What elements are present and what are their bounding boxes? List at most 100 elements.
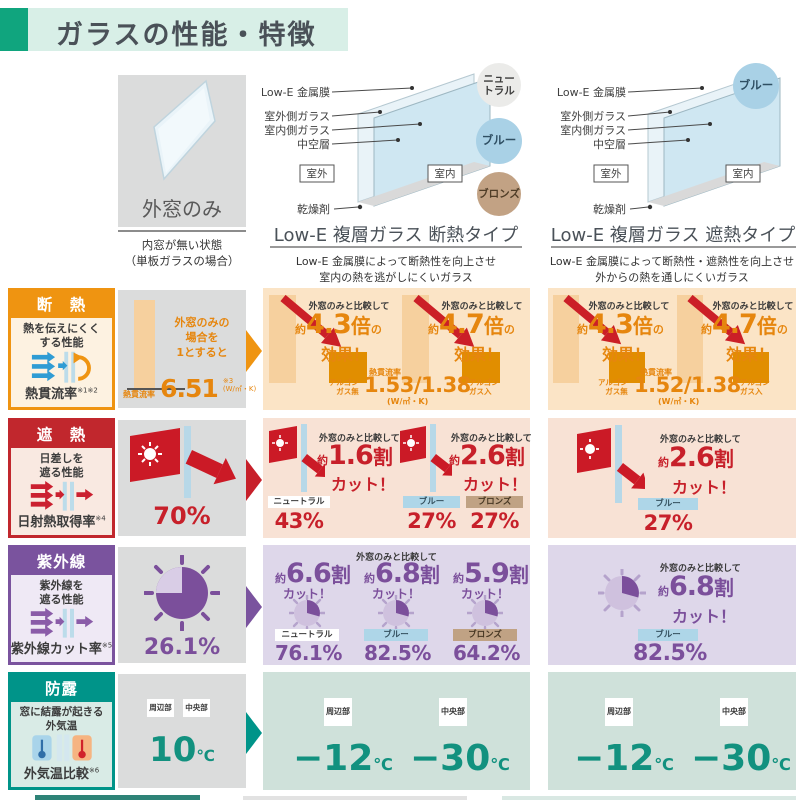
uv-sun-pie-icon [598, 569, 646, 617]
insulation-desc: 熱を伝えにくく する性能 [23, 322, 100, 351]
times: 倍 [756, 314, 777, 338]
times: 倍 [350, 314, 371, 338]
uv-header-box: 紫外線 紫外線を 遮る性能 紫外線カット率※5 [8, 545, 115, 665]
base-temp: 10 [149, 730, 197, 770]
shading-metric-ref: ※4 [95, 514, 106, 523]
shading-desc: 日差しを 遮る性能 [40, 452, 84, 481]
factor-2-value: 4.7 [712, 309, 758, 340]
small-bar [329, 352, 367, 383]
uvalue-label: 熱貫流率 [640, 368, 672, 377]
approx: 約 [295, 323, 306, 336]
legend-bronze-label: ブロンズ [478, 187, 520, 200]
outer-only-divider [118, 230, 246, 232]
legend-blue-label: ブルー [481, 133, 517, 148]
effect-word: 効果！ [454, 345, 503, 364]
uv-desc-1: 紫外線を [39, 579, 84, 592]
uv-sun-pie-small [289, 595, 325, 631]
base-value: 6.51 [160, 374, 219, 403]
label-lowe-film: Low-E 金属膜 [262, 85, 330, 99]
insulation-type-title: Low-E 複層ガラス 断熱タイプ [273, 225, 519, 246]
argon-with-2: ガス入 [469, 387, 492, 396]
factor-1-value: 4.3 [588, 309, 634, 340]
cut-neutral: 約1.6割 [317, 442, 393, 469]
condensation-desc: 窓に結露が起きる 外気温 [20, 706, 104, 733]
factor-1: 約4.3倍の [295, 311, 382, 338]
legend-circle-neutral: ニュー トラル [477, 63, 521, 107]
uv-cut-1-value: 6.6 [286, 558, 332, 589]
edge-badge: 周辺部 [324, 698, 352, 726]
badge-blue: ブルー [638, 498, 698, 510]
badge-blue: ブルー [403, 496, 460, 508]
legend-neutral-line2: トラル [483, 85, 515, 97]
shading-desc-1: 日差しを [39, 452, 84, 465]
uv-desc-2: 遮る性能 [39, 593, 84, 607]
shading-metric-label: 日射熱取得率 [17, 515, 96, 530]
uv-pct-1: 76.1% [275, 641, 342, 665]
insulation-desc-1: 熱を伝えにくく [23, 322, 100, 335]
compare-note: 外窓のみと比較して [660, 435, 741, 445]
label-inner-glass: 室内側ガラス [560, 123, 626, 137]
sun-heat-arrow-graphic [130, 426, 236, 498]
label-outdoor: 室外 [601, 167, 622, 180]
insulation-type-divider [270, 246, 522, 248]
lowe-glass-diagram-shield: Low-E 金属膜 室外側ガラス 室内側ガラス 中空層 室外 室内 乾燥剤 [557, 73, 781, 216]
insulation-metric: 熱貫流率※1※2 [25, 383, 98, 402]
condensation-desc-1: 窓に結露が起きる [19, 706, 104, 718]
uv-arrows-icon [30, 607, 93, 638]
approx: 約 [658, 456, 669, 469]
bronze-pct: 27% [470, 509, 519, 533]
base-note-3: 1とすると [176, 345, 228, 359]
shield-type-title: Low-E 複層ガラス 遮熱タイプ [550, 225, 796, 246]
uv-cut-1: 約6.6割 [275, 560, 351, 587]
label-desiccant: 乾燥剤 [593, 202, 626, 216]
label-air-layer: 中空層 [593, 137, 626, 151]
approx: 約 [577, 323, 588, 336]
shading-arrow-right [246, 459, 262, 501]
insulation-arrows-icon [31, 351, 91, 383]
uv-type-cell: 外窓のみと比較して 約6.6割 カット！ ニュートラル 76.1% 約6.8割 … [263, 545, 530, 665]
reduction-arrow [413, 294, 475, 347]
base-unit: (W/㎡・K) [222, 384, 257, 393]
edge-temp-value: −12 [574, 738, 655, 779]
small-bar [462, 352, 500, 383]
edge-temp: −12℃ [293, 738, 393, 779]
times: 倍 [483, 314, 504, 338]
argon-with: アルゴン ガス入 [469, 378, 499, 396]
uv-sun-pie-icon [144, 555, 220, 631]
label-inner-glass: 室内側ガラス [264, 123, 330, 137]
no: の [370, 323, 382, 336]
factor-2-value: 4.7 [439, 309, 485, 340]
uv-sun-pie-small [467, 595, 503, 631]
factor-1-value: 4.3 [306, 309, 352, 340]
base-note-2: 場合を [185, 330, 219, 344]
badge-neutral: ニュートラル [268, 496, 330, 508]
base-note-1: 外窓のみの [174, 316, 230, 329]
cut-color: 約2.6割 [449, 442, 525, 469]
sun-cut-graphic [400, 424, 452, 492]
legend-blue-label: ブルー [738, 78, 774, 93]
uv-base-cell: 26.1% [118, 547, 246, 663]
condensation-desc-2: 外気温 [45, 719, 78, 732]
argon-with: アルゴン ガス入 [740, 378, 770, 396]
cut-neutral-value: 1.6 [328, 440, 374, 471]
label-indoor: 室内 [435, 167, 456, 180]
badge-bronze: ブロンズ [466, 496, 523, 508]
legend-circle-bronze: ブロンズ [477, 172, 521, 216]
condensation-metric-label: 外気温比較 [23, 767, 89, 782]
shading-metric: 日射熱取得率※4 [17, 511, 105, 530]
page-title: ガラスの性能・特徴 [56, 20, 317, 51]
approx: 約 [364, 572, 375, 585]
cut-word: カット！ [672, 478, 737, 497]
insulation-base-cell: 外窓のみの 場合を 1とすると 熱貫流率 6.51 ※3 (W/㎡・K) [118, 290, 256, 408]
base-bar-axis [127, 388, 185, 390]
degree-sign: ℃ [196, 747, 215, 765]
argon-without-1: アルゴン [329, 378, 359, 387]
legend-circle-blue: ブルー [476, 118, 522, 164]
single-glass-icon [153, 79, 216, 181]
uv-arrow-right [246, 586, 262, 628]
shading-arrows-icon [30, 480, 93, 511]
argon-without: アルゴン ガス無 [329, 378, 359, 396]
outer-only-label: 外窓のみ [142, 197, 222, 221]
degree-sign: ℃ [771, 755, 791, 774]
uv-cut-2: 約6.8割 [364, 560, 440, 587]
